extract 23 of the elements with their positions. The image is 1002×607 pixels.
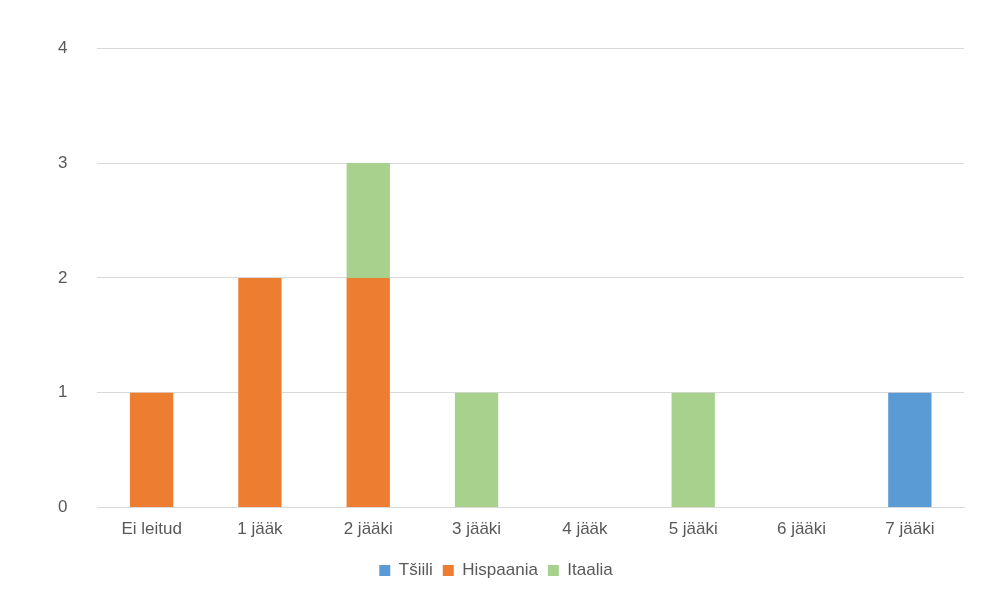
bar bbox=[671, 392, 715, 508]
y-tick-label: 3 bbox=[57, 152, 68, 172]
legend-label: Hispaania bbox=[462, 560, 539, 580]
x-tick-label: 5 jääki bbox=[668, 519, 718, 539]
bar bbox=[346, 163, 390, 278]
legend-label: Tšiili bbox=[398, 560, 433, 580]
x-tick-label: 6 jääki bbox=[776, 519, 827, 539]
bar bbox=[129, 392, 174, 508]
x-tick-label: 7 jääki bbox=[885, 519, 935, 539]
y-tick-label: 0 bbox=[57, 497, 68, 517]
x-tick-label: 1 jääk bbox=[237, 519, 284, 539]
bar bbox=[238, 277, 282, 508]
x-tick-label: 2 jääki bbox=[343, 519, 393, 539]
x-tick-label: 3 jääki bbox=[452, 519, 502, 539]
bar bbox=[888, 392, 932, 508]
legend-label: Itaalia bbox=[567, 560, 614, 580]
y-tick-label: 4 bbox=[57, 37, 68, 57]
bar bbox=[346, 277, 390, 508]
y-tick-label: 1 bbox=[57, 382, 68, 402]
x-tick-label: 4 jääk bbox=[562, 519, 609, 539]
bar bbox=[454, 392, 499, 508]
y-tick-label: 2 bbox=[57, 267, 68, 287]
x-tick-label: Ei leitud bbox=[121, 519, 182, 539]
